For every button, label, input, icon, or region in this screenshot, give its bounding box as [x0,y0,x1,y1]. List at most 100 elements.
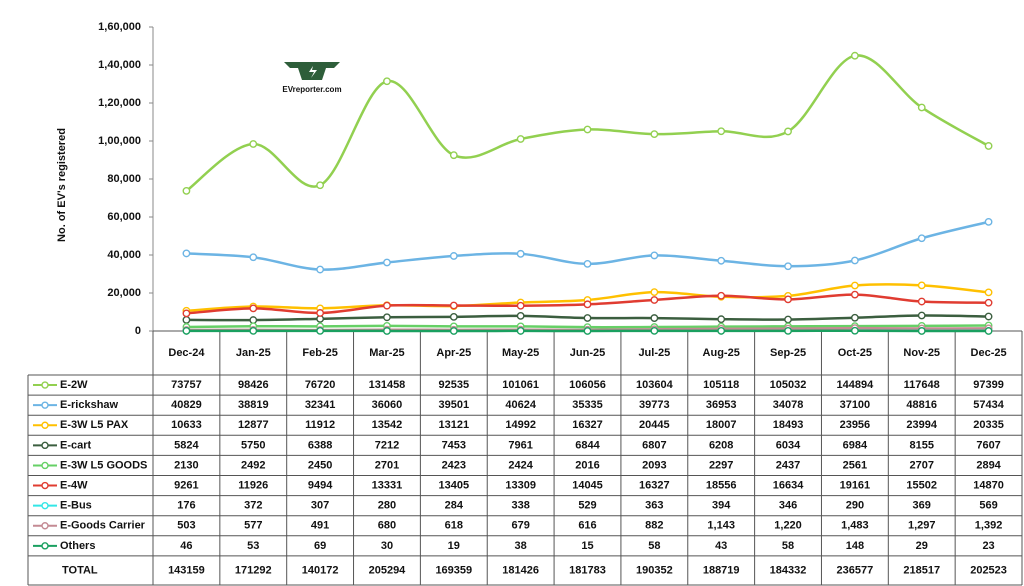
point [850,313,859,322]
table-cell: 372 [244,500,262,512]
table-cell: 618 [445,520,463,532]
point [850,256,859,265]
table-cell: 13405 [439,479,470,491]
point [182,249,191,258]
legend-marker [41,542,49,550]
table-cell: 12877 [238,419,269,431]
y-tick-label: 1,20,000 [98,97,141,109]
table-cell: 1,483 [841,520,869,532]
point [650,326,659,335]
table-cell: 10633 [171,419,202,431]
legend-label: E-2W [60,379,88,391]
point [316,265,325,274]
x-tick-label: Oct-25 [838,347,872,359]
point [182,316,191,324]
point [984,327,993,335]
table-cell: 577 [244,520,262,532]
table-cell: 38819 [238,399,269,411]
table-cell: 2894 [976,459,1001,471]
table-cell: 23956 [840,419,871,431]
table-cell: 106056 [569,379,606,391]
table-cell: 529 [578,500,596,512]
legend-marker [41,401,49,409]
legend-label: E-3W L5 GOODS [60,459,147,471]
table-cell: 680 [378,520,396,532]
table-cell: 16634 [773,479,804,491]
logo [284,62,340,80]
x-tick-label: Jul-25 [638,347,670,359]
table-cell: 16327 [572,419,603,431]
table-cell: 6844 [575,439,600,451]
y-tick-label: 0 [135,325,141,337]
total-cell: 202523 [970,564,1007,576]
legend-label: Others [60,540,95,552]
point [717,327,726,335]
point [917,327,926,335]
point [583,300,592,309]
legend-marker [41,441,49,450]
table-cell: 13542 [372,419,403,431]
table-cell: 6388 [308,439,332,451]
point [316,181,325,190]
table-cell: 1,392 [975,520,1003,532]
x-tick-label: Jan-25 [236,347,271,359]
point [650,314,659,322]
total-cell: 205294 [369,564,407,576]
table-cell: 394 [712,500,731,512]
table-cell: 6807 [642,439,666,451]
x-tick-label: Feb-25 [302,347,337,359]
table-cell: 29 [916,540,928,552]
point [516,311,525,320]
table-cell: 69 [314,540,326,552]
point [717,291,726,300]
table-cell: 43 [715,540,727,552]
table-cell: 1,297 [908,520,936,532]
table-cell: 491 [311,520,329,532]
table-cell: 97399 [973,379,1004,391]
table-cell: 882 [645,520,663,532]
table-cell: 40624 [505,399,536,411]
table-cell: 9494 [308,479,333,491]
point [449,151,458,160]
point [984,312,993,321]
legend-marker [41,522,49,530]
table-cell: 679 [511,520,529,532]
table-cell: 20445 [639,419,670,431]
point [449,252,458,260]
table-cell: 616 [578,520,596,532]
total-cell: 181783 [569,564,606,576]
table-cell: 6984 [843,439,868,451]
point [984,217,993,226]
table-cell: 19 [448,540,460,552]
table-cell: 8155 [909,439,933,451]
y-tick-label: 20,000 [107,287,141,299]
table-cell: 11912 [305,419,335,431]
x-tick-label: Apr-25 [436,347,471,359]
table-cell: 39773 [639,399,670,411]
table-cell: 105118 [703,379,739,391]
point [516,327,525,335]
table-cell: 48816 [906,399,937,411]
table-cell: 76720 [305,379,336,391]
table-cell: 39501 [439,399,470,411]
table-cell: 369 [913,500,931,512]
point [583,259,592,268]
point [917,297,926,306]
x-tick-label: Aug-25 [703,347,740,359]
x-tick-label: Mar-25 [369,347,404,359]
point [383,258,391,267]
table-cell: 131458 [369,379,406,391]
point [249,253,258,262]
table-cell: 34078 [773,399,804,411]
table-cell: 5824 [174,439,199,451]
point [583,327,592,335]
point [650,130,659,139]
table-cell: 2450 [308,459,332,471]
table-cell: 98426 [238,379,269,391]
legend-marker [41,381,49,389]
point [583,314,592,322]
table-cell: 58 [648,540,660,552]
point [784,295,792,304]
table-cell: 32341 [305,399,336,411]
